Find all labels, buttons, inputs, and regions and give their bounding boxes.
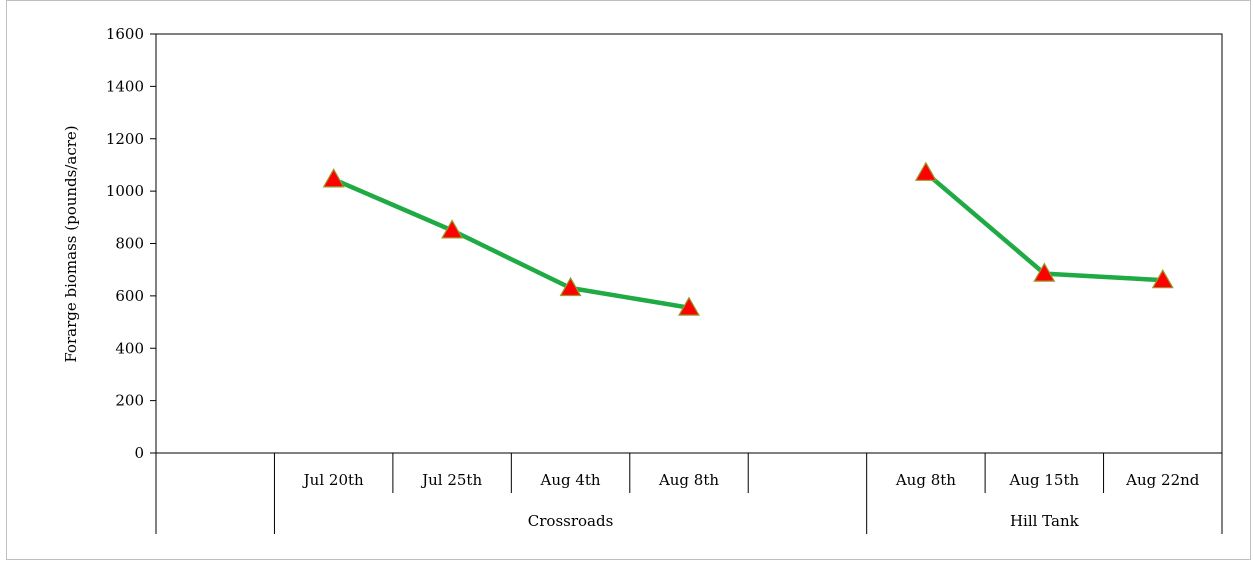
y-tick-label: 400 [115,339,144,357]
data-point-marker [559,276,582,297]
series-line-crossroads [331,177,692,310]
group-label: Crossroads [528,512,614,530]
category-label: Aug 8th [895,471,956,489]
category-label: Jul 25th [420,471,482,489]
data-point-marker [914,161,937,181]
series-markers [322,161,1174,316]
y-tick-label: 1200 [106,130,144,148]
y-ticks: 0 200 400 600 800 1000 1200 1400 1600 [106,25,156,462]
category-label: Jul 20th [302,471,364,489]
y-axis-title: Forarge biomass (pounds/acre) [62,125,80,362]
data-point-marker [322,168,345,188]
y-tick-label: 1000 [106,182,144,200]
series-lines [331,170,1166,310]
y-tick-label: 200 [115,392,144,410]
data-point-marker [1033,262,1056,282]
plot-area-border [155,33,1223,454]
data-point-marker [441,219,464,239]
category-label: Aug 8th [658,471,719,489]
data-point-marker [1151,268,1174,289]
y-tick-label: 800 [115,235,144,253]
y-tick-label: 1400 [106,77,144,95]
category-axis: Jul 20th Jul 25th Aug 4th Aug 8th Aug 8th Aug… [155,453,1223,534]
data-point-marker [677,296,701,316]
y-tick-label: 600 [115,287,144,305]
category-label: Aug 22nd [1125,471,1200,489]
category-label: Aug 15th [1009,471,1080,489]
group-label: Hill Tank [1010,512,1080,530]
y-tick-label: 1600 [106,25,144,43]
y-tick-label: 0 [134,444,144,462]
axes [155,33,1223,454]
category-label: Aug 4th [540,471,601,489]
